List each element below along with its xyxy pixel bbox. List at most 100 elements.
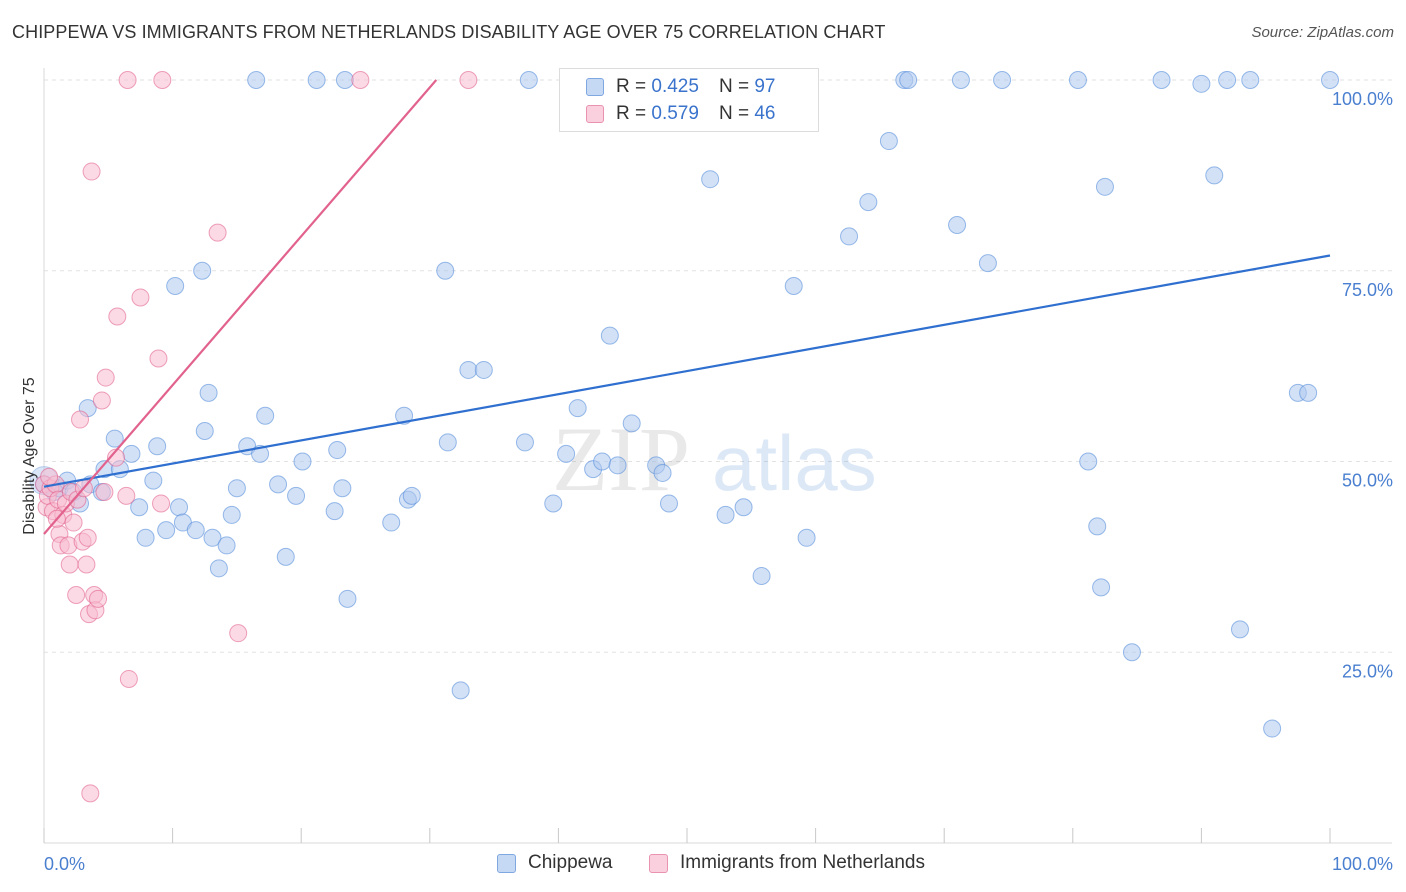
chippewa-point (752, 566, 771, 585)
chippewa-point (1122, 643, 1141, 662)
watermark-atlas: atlas (712, 419, 877, 507)
legend-r-value: 0.579 (651, 103, 699, 124)
chippewa-point (451, 681, 470, 700)
chippewa-point (166, 277, 185, 296)
chippewa-point (193, 261, 212, 280)
legend-r-label: R = (616, 103, 647, 124)
chippewa-point (1230, 620, 1249, 639)
chippewa-point (784, 277, 803, 296)
chippewa-point (1192, 74, 1211, 93)
chippewa-point (1079, 452, 1098, 471)
chippewa-point (293, 452, 312, 471)
netherlands-point (64, 513, 83, 532)
legend-swatch-netherlands (586, 105, 604, 123)
axes (43, 68, 1392, 844)
legend-r-value: 0.425 (651, 76, 699, 97)
netherlands-point (60, 555, 79, 574)
chippewa-point (899, 71, 918, 89)
netherlands-point (89, 589, 108, 608)
netherlands-point (71, 410, 90, 429)
y-tick-label: 100.0% (1332, 89, 1393, 109)
chippewa-point (333, 479, 352, 498)
chippewa-point (515, 433, 534, 452)
legend-item-chippewa[interactable]: Chippewa (497, 852, 613, 874)
legend-row-netherlands: R = 0.579 N = 46 (586, 102, 775, 126)
series-legend: Chippewa Immigrants from Netherlands (0, 852, 1406, 878)
netherlands-point (82, 162, 101, 181)
chippewa-point (557, 444, 576, 463)
grid-lines (44, 79, 1392, 653)
chippewa-point (276, 547, 295, 566)
chippewa-point (186, 521, 205, 540)
chippewa-point (203, 528, 222, 547)
chippewa-point (879, 132, 898, 151)
chippewa-point (1095, 177, 1114, 196)
netherlands-point (119, 669, 138, 688)
chippewa-point (797, 528, 816, 547)
netherlands-point (96, 368, 115, 387)
netherlands-point (108, 307, 127, 326)
chippewa-point (659, 494, 678, 513)
legend-n-value: 97 (754, 76, 776, 97)
chippewa-point (222, 505, 241, 524)
legend-r-label: R = (616, 76, 647, 97)
chippewa-point (1152, 71, 1171, 89)
chippewa-point (157, 521, 176, 540)
y-tick-label: 25.0% (1342, 661, 1393, 681)
legend-label: Immigrants from Netherlands (680, 852, 925, 873)
chippewa-point (1263, 719, 1282, 738)
x-tick-label: 0.0% (44, 854, 85, 874)
netherlands-point (77, 555, 96, 574)
y-axis-label: Disability Age Over 75 (21, 377, 38, 535)
chippewa-point (653, 463, 672, 482)
netherlands-trend-line (43, 79, 438, 535)
legend-item-netherlands[interactable]: Immigrants from Netherlands (649, 852, 925, 874)
chart-title: CHIPPEWA VS IMMIGRANTS FROM NETHERLANDS … (12, 22, 886, 42)
netherlands-point (152, 494, 171, 513)
chippewa-point (307, 71, 326, 89)
chippewa-point (195, 421, 214, 440)
netherlands-point (81, 784, 100, 803)
netherlands-point (40, 467, 59, 486)
trend-lines (43, 79, 1331, 535)
chippewa-point (716, 505, 735, 524)
chippewa-points (29, 71, 1339, 738)
legend-n-label: N = (718, 103, 750, 124)
netherlands-point (131, 288, 150, 307)
chippewa-point (287, 486, 306, 505)
netherlands-point (229, 624, 248, 643)
legend-row-chippewa: R = 0.425 N = 97 (586, 75, 775, 99)
chippewa-point (402, 486, 421, 505)
chippewa-point (1241, 71, 1260, 89)
legend-swatch-netherlands (649, 853, 668, 873)
netherlands-point (149, 349, 168, 368)
netherlands-point (78, 528, 97, 547)
chippewa-point (459, 360, 478, 379)
netherlands-point (118, 71, 137, 89)
chippewa-point (170, 498, 189, 517)
y-tick-label: 75.0% (1342, 280, 1393, 300)
chippewa-point (148, 437, 167, 456)
chippewa-trend-line (43, 254, 1331, 488)
chippewa-point (840, 227, 859, 246)
chippewa-point (217, 536, 236, 555)
chippewa-point (209, 559, 228, 578)
chippewa-point (436, 261, 455, 280)
legend-swatch-chippewa (497, 853, 516, 873)
chippewa-point (600, 326, 619, 345)
chippewa-point (247, 71, 266, 89)
chippewa-point (568, 399, 587, 418)
netherlands-point (117, 486, 136, 505)
chippewa-point (1321, 71, 1339, 89)
chippewa-point (701, 170, 720, 189)
chippewa-point (593, 452, 612, 471)
chippewa-point (474, 360, 493, 379)
chippewa-point (859, 193, 878, 212)
x-tick-label: 100.0% (1332, 854, 1393, 874)
chippewa-point (1218, 71, 1237, 89)
chippewa-point (144, 471, 163, 490)
chippewa-point (608, 456, 627, 475)
netherlands-point (351, 71, 370, 89)
chippewa-point (338, 589, 357, 608)
